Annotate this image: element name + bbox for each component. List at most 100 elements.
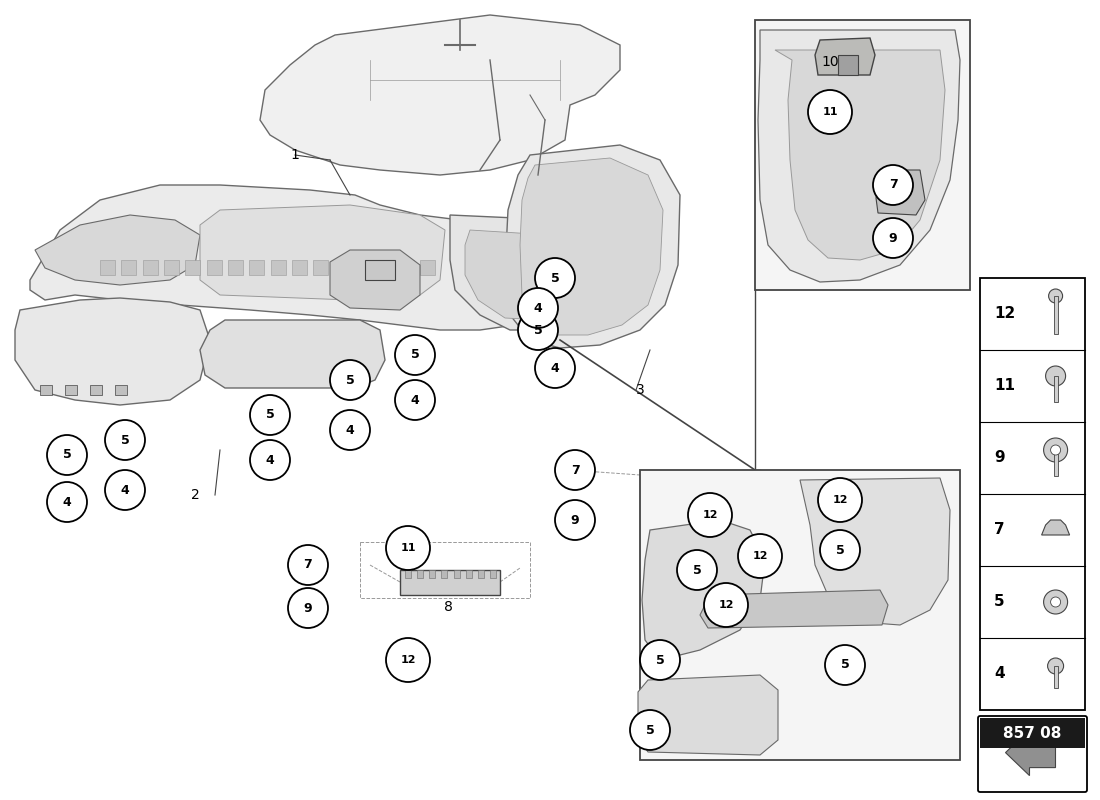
Polygon shape (35, 215, 200, 285)
Polygon shape (1042, 520, 1069, 535)
Polygon shape (40, 385, 52, 395)
Circle shape (330, 410, 370, 450)
Polygon shape (417, 570, 424, 578)
Text: 4: 4 (121, 483, 130, 497)
Polygon shape (420, 260, 434, 275)
Text: 4: 4 (551, 362, 560, 374)
Polygon shape (314, 260, 328, 275)
Text: 5: 5 (646, 723, 654, 737)
Circle shape (676, 550, 717, 590)
FancyBboxPatch shape (980, 278, 1085, 710)
Polygon shape (405, 570, 411, 578)
Polygon shape (398, 260, 414, 275)
Text: 9: 9 (304, 602, 312, 614)
Polygon shape (65, 385, 77, 395)
Text: 4: 4 (994, 666, 1004, 682)
Circle shape (873, 218, 913, 258)
Polygon shape (465, 230, 570, 320)
Circle shape (1050, 597, 1060, 607)
Text: 4: 4 (265, 454, 274, 466)
Polygon shape (200, 320, 385, 388)
Text: 11: 11 (400, 543, 416, 553)
Text: 5: 5 (121, 434, 130, 446)
Polygon shape (450, 215, 590, 330)
Polygon shape (330, 250, 420, 310)
Circle shape (386, 638, 430, 682)
Text: 5: 5 (345, 374, 354, 386)
Polygon shape (642, 520, 764, 660)
Circle shape (556, 500, 595, 540)
FancyBboxPatch shape (755, 20, 970, 290)
Text: 5: 5 (410, 349, 419, 362)
Text: 12: 12 (752, 551, 768, 561)
Polygon shape (638, 675, 778, 755)
Text: 7: 7 (889, 178, 898, 191)
Polygon shape (980, 718, 1085, 748)
Polygon shape (441, 570, 448, 578)
Circle shape (820, 530, 860, 570)
Text: 5: 5 (994, 594, 1004, 610)
Polygon shape (143, 260, 157, 275)
Polygon shape (400, 570, 500, 595)
Polygon shape (520, 158, 663, 335)
Text: 5: 5 (534, 323, 542, 337)
Polygon shape (292, 260, 307, 275)
Polygon shape (260, 15, 620, 175)
Text: 7: 7 (304, 558, 312, 571)
Text: 9: 9 (889, 231, 898, 245)
Polygon shape (207, 260, 222, 275)
Text: 857 08: 857 08 (1003, 726, 1062, 741)
Text: 10: 10 (822, 55, 839, 69)
Circle shape (47, 482, 87, 522)
Circle shape (535, 348, 575, 388)
Circle shape (288, 545, 328, 585)
Polygon shape (429, 570, 436, 578)
Text: 5: 5 (836, 543, 845, 557)
FancyBboxPatch shape (978, 716, 1087, 792)
Text: 9: 9 (571, 514, 580, 526)
Polygon shape (365, 260, 395, 280)
Text: 6: 6 (730, 613, 739, 627)
Polygon shape (490, 570, 496, 578)
FancyBboxPatch shape (640, 470, 960, 760)
Text: 5: 5 (840, 658, 849, 671)
Polygon shape (815, 38, 875, 75)
Polygon shape (465, 570, 472, 578)
Polygon shape (116, 385, 127, 395)
Circle shape (518, 310, 558, 350)
Polygon shape (15, 298, 210, 405)
Polygon shape (185, 260, 200, 275)
Circle shape (818, 478, 862, 522)
Polygon shape (758, 30, 960, 282)
Polygon shape (1005, 730, 1056, 776)
Circle shape (386, 526, 430, 570)
Text: 12: 12 (718, 600, 734, 610)
Polygon shape (1054, 450, 1057, 476)
Circle shape (738, 534, 782, 578)
Polygon shape (250, 260, 264, 275)
Polygon shape (356, 260, 371, 275)
Circle shape (518, 288, 558, 328)
Text: 7: 7 (571, 463, 580, 477)
Polygon shape (700, 590, 888, 628)
Text: 4: 4 (345, 423, 354, 437)
Circle shape (104, 420, 145, 460)
Polygon shape (800, 478, 950, 625)
Text: 5: 5 (265, 409, 274, 422)
Polygon shape (776, 50, 945, 260)
Polygon shape (876, 170, 925, 215)
Polygon shape (228, 260, 243, 275)
Polygon shape (1054, 296, 1057, 334)
Circle shape (395, 380, 434, 420)
Text: 7: 7 (994, 522, 1004, 538)
Circle shape (47, 435, 87, 475)
Polygon shape (121, 260, 136, 275)
Polygon shape (200, 205, 446, 300)
Circle shape (250, 440, 290, 480)
Text: 12: 12 (400, 655, 416, 665)
Polygon shape (271, 260, 286, 275)
Polygon shape (453, 570, 460, 578)
Circle shape (395, 335, 434, 375)
Text: 8: 8 (443, 600, 452, 614)
Text: 12: 12 (833, 495, 848, 505)
